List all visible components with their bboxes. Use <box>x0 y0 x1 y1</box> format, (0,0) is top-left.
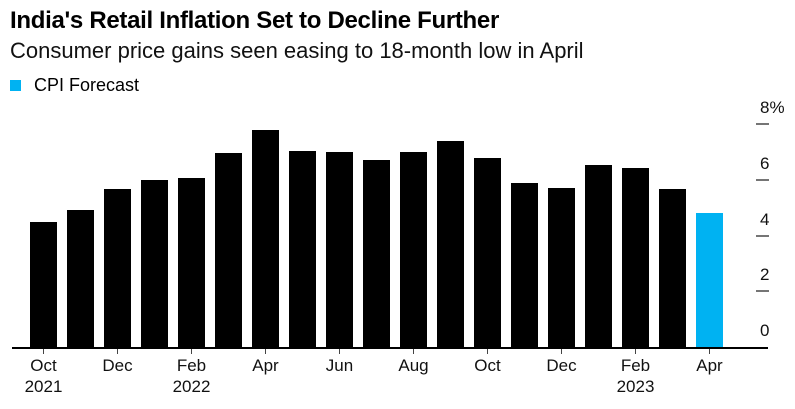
x-label-month: Oct <box>474 356 501 375</box>
y-tick-dash-6 <box>756 178 769 181</box>
x-label-month: Apr <box>696 356 723 375</box>
bar-oct-2022 <box>474 158 501 347</box>
bar-jul-2022 <box>363 160 390 347</box>
x-label-month: Apr <box>252 356 279 375</box>
x-tick-dec <box>116 348 119 354</box>
y-axis-label-2: 2 <box>760 265 770 285</box>
x-axis-label-apr: Apr <box>670 355 750 376</box>
y-axis-label-8: 8% <box>760 98 785 118</box>
x-tick-aug <box>412 348 415 354</box>
bar-mar-2023 <box>659 189 686 347</box>
bar-nov-2022 <box>511 183 538 347</box>
legend-swatch-icon <box>10 79 21 91</box>
legend-label: CPI Forecast <box>34 75 140 95</box>
bar-sep-2022 <box>437 140 464 347</box>
y-tick-dash-2 <box>756 290 769 293</box>
x-label-month: Aug <box>398 356 429 375</box>
x-tick-jun <box>338 348 341 354</box>
x-tick-apr <box>264 348 267 354</box>
x-tick-feb2022 <box>190 348 193 354</box>
bar-oct-2021 <box>30 222 57 347</box>
x-label-month: Feb <box>620 356 651 375</box>
x-tick-oct <box>486 348 489 354</box>
bar-dec-2021 <box>104 189 131 347</box>
x-label-year: 2021 <box>24 377 63 396</box>
x-axis-label-oct: Oct <box>448 355 528 376</box>
bar-aug-2022 <box>400 152 427 347</box>
x-tick-feb2023 <box>634 348 637 354</box>
y-axis-label-4: 4 <box>760 209 770 229</box>
bar-dec-2022 <box>548 187 575 347</box>
x-axis-label-feb2023: Feb 2023 <box>596 355 676 397</box>
bar-feb-2022 <box>178 177 205 347</box>
chart-title: India's Retail Inflation Set to Decline … <box>10 7 500 34</box>
x-label-year: 2023 <box>616 377 655 396</box>
bar-jun-2022 <box>326 151 353 347</box>
x-axis-line <box>12 347 768 349</box>
x-label-month: Feb <box>176 356 207 375</box>
bar-jan-2023 <box>585 165 612 347</box>
x-axis-label-aug: Aug <box>374 355 454 376</box>
y-tick-dash-4 <box>756 234 769 237</box>
bar-apr-2022 <box>252 130 279 347</box>
x-label-month: Dec <box>546 356 577 375</box>
x-label-month: Jun <box>325 356 354 375</box>
x-label-month: Dec <box>102 356 133 375</box>
bar-jan-2022 <box>141 179 168 347</box>
x-tick-dec <box>560 348 563 354</box>
bar-apr-2023-forecast <box>696 213 723 347</box>
x-axis-label-oct2021: Oct 2021 <box>4 355 84 397</box>
bar-may-2022 <box>289 150 316 347</box>
y-axis-label-6: 6 <box>760 153 770 173</box>
x-axis-label-feb2022: Feb 2022 <box>152 355 232 397</box>
y-axis-label-0: 0 <box>760 321 770 340</box>
legend: CPI Forecast <box>10 76 139 94</box>
y-tick-dash-8 <box>756 123 769 126</box>
x-tick-apr <box>708 348 711 354</box>
bar-mar-2022 <box>215 153 242 347</box>
x-axis-label-dec: Dec <box>78 355 158 376</box>
x-axis-label-jun: Jun <box>300 355 380 376</box>
chart-subtitle: Consumer price gains seen easing to 18-m… <box>10 38 584 63</box>
x-axis-label-apr: Apr <box>226 355 306 376</box>
x-axis-label-dec: Dec <box>522 355 602 376</box>
x-label-year: 2022 <box>172 377 211 396</box>
x-tick-oct2021 <box>42 348 45 354</box>
bar-feb-2023 <box>622 167 649 347</box>
x-label-month: Oct <box>30 356 57 375</box>
bar-nov-2021 <box>67 210 94 347</box>
